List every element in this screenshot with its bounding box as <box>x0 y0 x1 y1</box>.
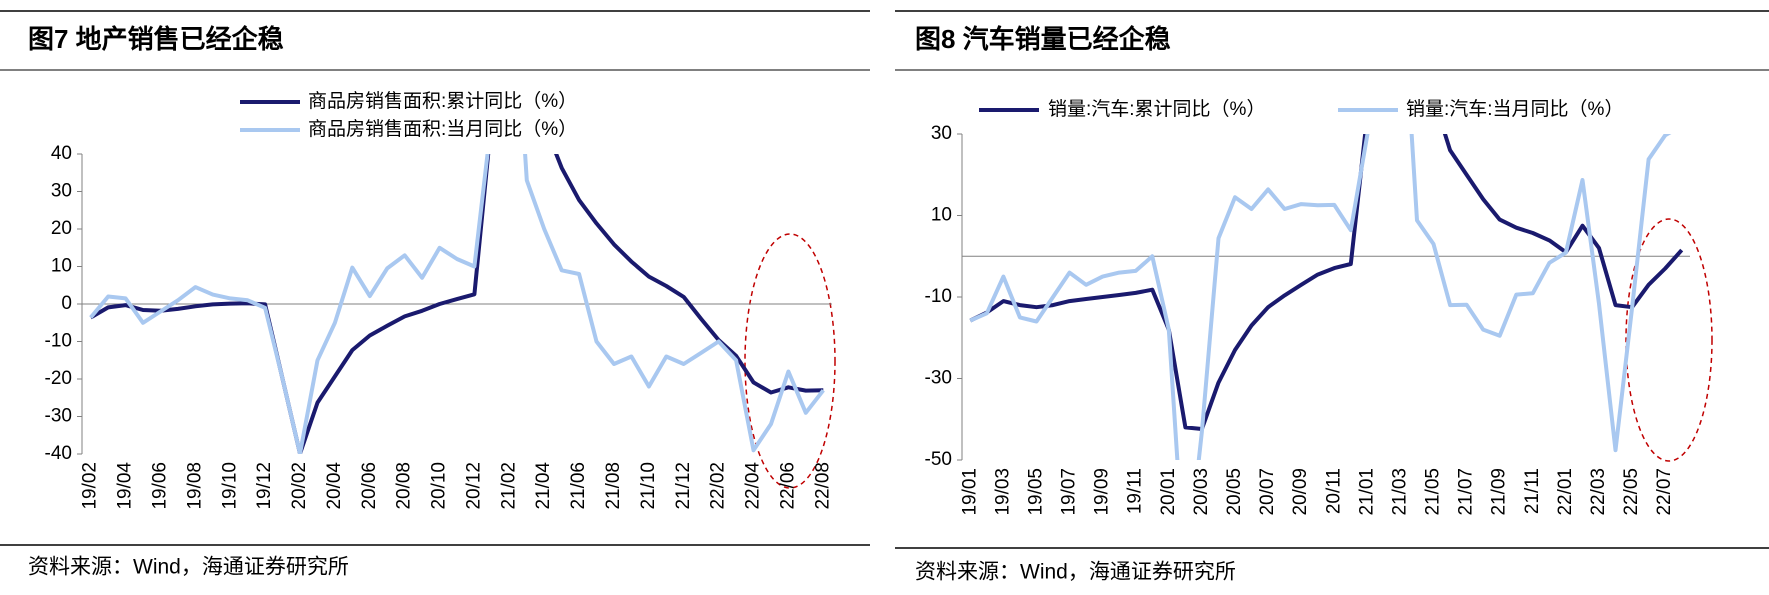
x-tick-label: 19/07 <box>1059 468 1080 516</box>
x-tick-label: 20/01 <box>1158 468 1179 516</box>
source: 资料来源：Wind，海通证券研究所 <box>28 556 349 579</box>
series-line <box>89 154 825 454</box>
y-tick-label: -40 <box>45 443 72 464</box>
x-tick-label: 21/09 <box>1489 468 1510 516</box>
highlight-ellipse <box>744 233 836 489</box>
x-tick-label: 19/02 <box>80 462 101 510</box>
x-tick-label: 19/01 <box>959 468 980 516</box>
legend-label: 商品房销售面积:当月同比（%） <box>308 118 577 140</box>
x-tick-label: 22/05 <box>1621 468 1642 516</box>
y-tick-label: 40 <box>51 143 72 164</box>
series-line <box>969 134 1684 431</box>
x-tick-label: 21/04 <box>533 462 554 510</box>
source: 资料来源：Wind，海通证券研究所 <box>915 561 1236 584</box>
y-tick-label: -50 <box>925 449 952 470</box>
x-tick-label: 20/09 <box>1290 468 1311 516</box>
x-tick-label: 19/05 <box>1025 468 1046 516</box>
x-tick-label: 19/11 <box>1125 468 1146 514</box>
chart-title: 图7 地产销售已经企稳 <box>28 24 284 54</box>
x-tick-label: 22/02 <box>708 462 729 510</box>
x-tick-label: 20/11 <box>1323 468 1344 514</box>
y-tick-label: 0 <box>61 293 72 314</box>
x-tick-label: 19/06 <box>150 462 171 510</box>
x-tick-label: 19/04 <box>115 462 136 510</box>
x-tick-label: 21/11 <box>1522 468 1543 514</box>
x-tick-label: 20/08 <box>394 462 415 510</box>
series-line <box>89 154 824 454</box>
chart-title: 图8 汽车销量已经企稳 <box>915 24 1171 54</box>
y-tick-label: -10 <box>45 331 72 352</box>
x-tick-label: 22/06 <box>777 462 798 510</box>
x-tick-label: 22/01 <box>1555 468 1576 516</box>
y-tick-label: 30 <box>51 181 72 202</box>
x-tick-label: 21/10 <box>638 462 659 510</box>
x-tick-label: 20/02 <box>289 462 310 510</box>
x-tick-label: 21/02 <box>498 462 519 510</box>
legend-label: 商品房销售面积:累计同比（%） <box>308 90 577 112</box>
series-line <box>969 134 1672 460</box>
x-tick-label: 21/01 <box>1356 468 1377 516</box>
y-tick-label: 10 <box>51 256 72 277</box>
y-tick-label: -30 <box>925 368 952 389</box>
x-tick-label: 20/05 <box>1224 468 1245 516</box>
x-tick-label: 20/10 <box>429 462 450 510</box>
x-tick-label: 22/03 <box>1588 468 1609 516</box>
x-tick-label: 20/06 <box>359 462 380 510</box>
x-tick-label: 19/08 <box>184 462 205 510</box>
legend-label: 销量:汽车:当月同比（%） <box>1406 98 1623 120</box>
x-tick-label: 21/06 <box>568 462 589 510</box>
x-tick-label: 20/07 <box>1257 468 1278 516</box>
x-tick-label: 21/08 <box>603 462 624 510</box>
x-tick-label: 21/05 <box>1423 468 1444 516</box>
x-tick-label: 19/03 <box>992 468 1013 516</box>
y-tick-label: -10 <box>925 286 952 307</box>
x-tick-label: 20/12 <box>463 462 484 510</box>
y-tick-label: 30 <box>931 123 952 144</box>
x-tick-label: 21/07 <box>1456 468 1477 516</box>
x-tick-label: 22/04 <box>743 462 764 510</box>
x-tick-label: 21/12 <box>673 462 694 510</box>
x-tick-label: 21/03 <box>1389 468 1410 516</box>
x-tick-label: 20/03 <box>1191 468 1212 516</box>
x-tick-label: 19/09 <box>1092 468 1113 516</box>
x-tick-label: 20/04 <box>324 462 345 510</box>
x-tick-label: 19/10 <box>219 462 240 510</box>
legend-label: 销量:汽车:累计同比（%） <box>1048 98 1265 120</box>
x-tick-label: 22/08 <box>812 462 833 510</box>
y-tick-label: 10 <box>931 205 952 226</box>
highlight-ellipse <box>1625 218 1713 462</box>
x-tick-label: 19/12 <box>254 462 275 510</box>
y-tick-label: 20 <box>51 218 72 239</box>
x-tick-label: 22/07 <box>1654 468 1675 516</box>
y-tick-label: -20 <box>45 368 72 389</box>
y-tick-label: -30 <box>45 406 72 427</box>
